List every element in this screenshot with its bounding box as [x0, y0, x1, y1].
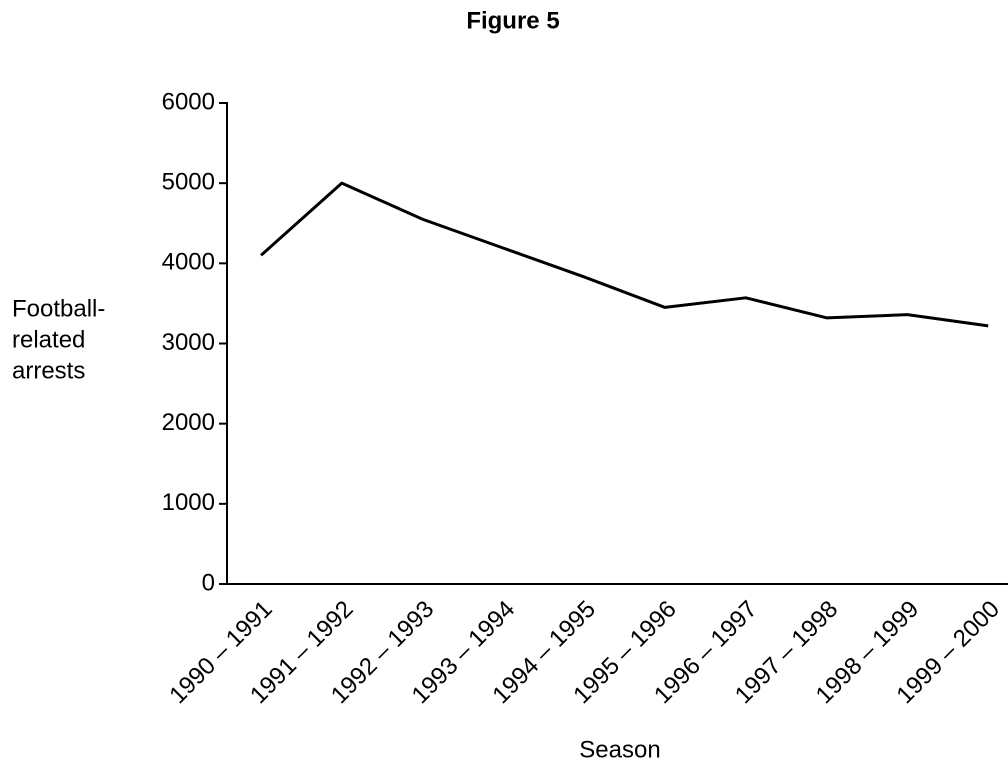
x-axis-label: Season	[579, 736, 660, 763]
y-tick-label: 1000	[162, 489, 215, 516]
y-tick-label: 2000	[162, 409, 215, 436]
y-tick-label: 4000	[162, 249, 215, 276]
y-axis-label: Football-	[12, 295, 105, 322]
chart-title: Figure 5	[466, 7, 559, 34]
y-tick-label: 0	[202, 569, 215, 596]
y-tick-label: 3000	[162, 329, 215, 356]
data-line	[260, 181, 989, 328]
y-tick-label: 6000	[162, 88, 215, 115]
y-tick-label: 5000	[162, 169, 215, 196]
y-axis-label: arrests	[12, 357, 85, 384]
y-axis-label: related	[12, 326, 85, 353]
